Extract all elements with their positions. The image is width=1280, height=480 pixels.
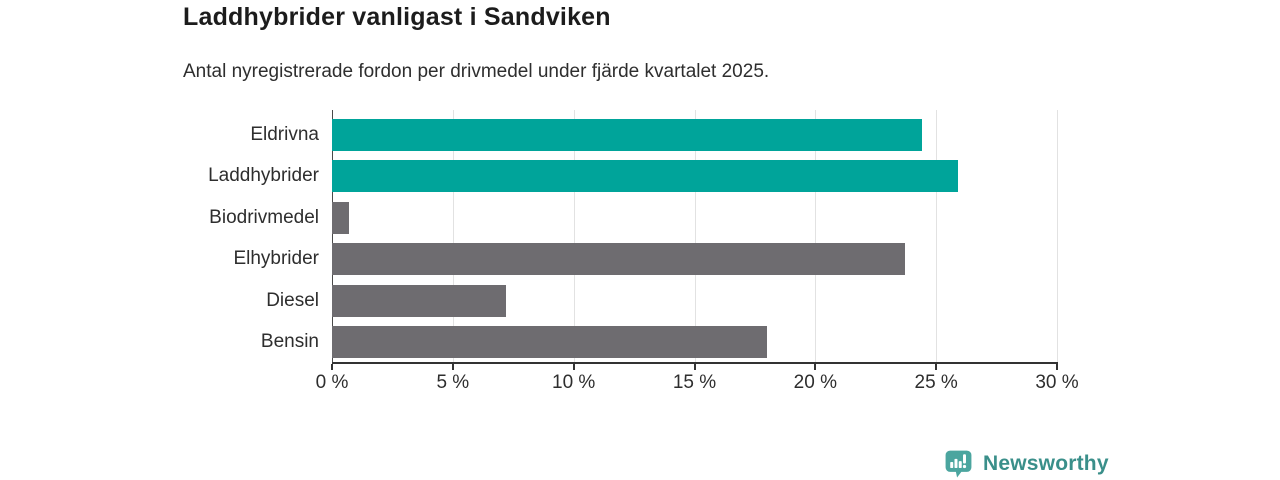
category-label-biodrivmedel: Biodrivmedel <box>209 206 319 228</box>
category-label-elhybrider: Elhybrider <box>233 248 319 270</box>
category-label-laddhybrider: Laddhybrider <box>208 165 319 187</box>
chart-subtitle: Antal nyregistrerade fordon per drivmede… <box>183 61 770 82</box>
chart-title: Laddhybrider vanligast i Sandviken <box>183 3 611 31</box>
x-tick-20 <box>814 364 817 370</box>
x-tick-label-15: 15 % <box>672 372 717 393</box>
bar-bensin <box>332 326 767 358</box>
category-label-eldrivna: Eldrivna <box>250 124 319 145</box>
newsworthy-wordmark: Newsworthy <box>983 451 1109 475</box>
x-tick-25 <box>935 364 938 370</box>
bar-elhybrider <box>332 243 905 276</box>
y-axis-line <box>332 110 333 362</box>
bar-diesel <box>332 284 506 317</box>
gridline-20 <box>815 110 817 362</box>
gridline-30 <box>1057 110 1058 362</box>
gridline-5 <box>452 110 454 362</box>
bar-eldrivna <box>332 119 922 151</box>
x-tick-15 <box>693 364 696 370</box>
x-tick-label-30: 30 % <box>1035 372 1079 393</box>
gridline-15 <box>694 110 696 362</box>
x-tick-label-10: 10 % <box>552 372 596 393</box>
x-tick-10 <box>572 364 575 370</box>
x-axis-line <box>332 362 1058 364</box>
newsworthy-logo[interactable]: Newsworthy <box>943 448 1109 479</box>
x-tick-label-25: 25 % <box>914 372 958 393</box>
x-tick-label-5: 5 % <box>436 372 470 393</box>
gridline-10 <box>573 110 575 362</box>
bar-laddhybrider <box>332 160 958 193</box>
x-tick-0 <box>331 364 333 370</box>
bar-biodrivmedel <box>332 201 349 234</box>
category-label-bensin: Bensin <box>260 331 319 352</box>
gridline-25 <box>936 110 938 362</box>
x-tick-5 <box>451 364 454 370</box>
bar-chart-speech-bubble-icon <box>943 448 974 479</box>
x-tick-30 <box>1056 364 1058 370</box>
x-tick-label-20: 20 % <box>793 372 837 393</box>
x-tick-label-0: 0 % <box>315 372 349 393</box>
category-label-diesel: Diesel <box>266 289 319 311</box>
